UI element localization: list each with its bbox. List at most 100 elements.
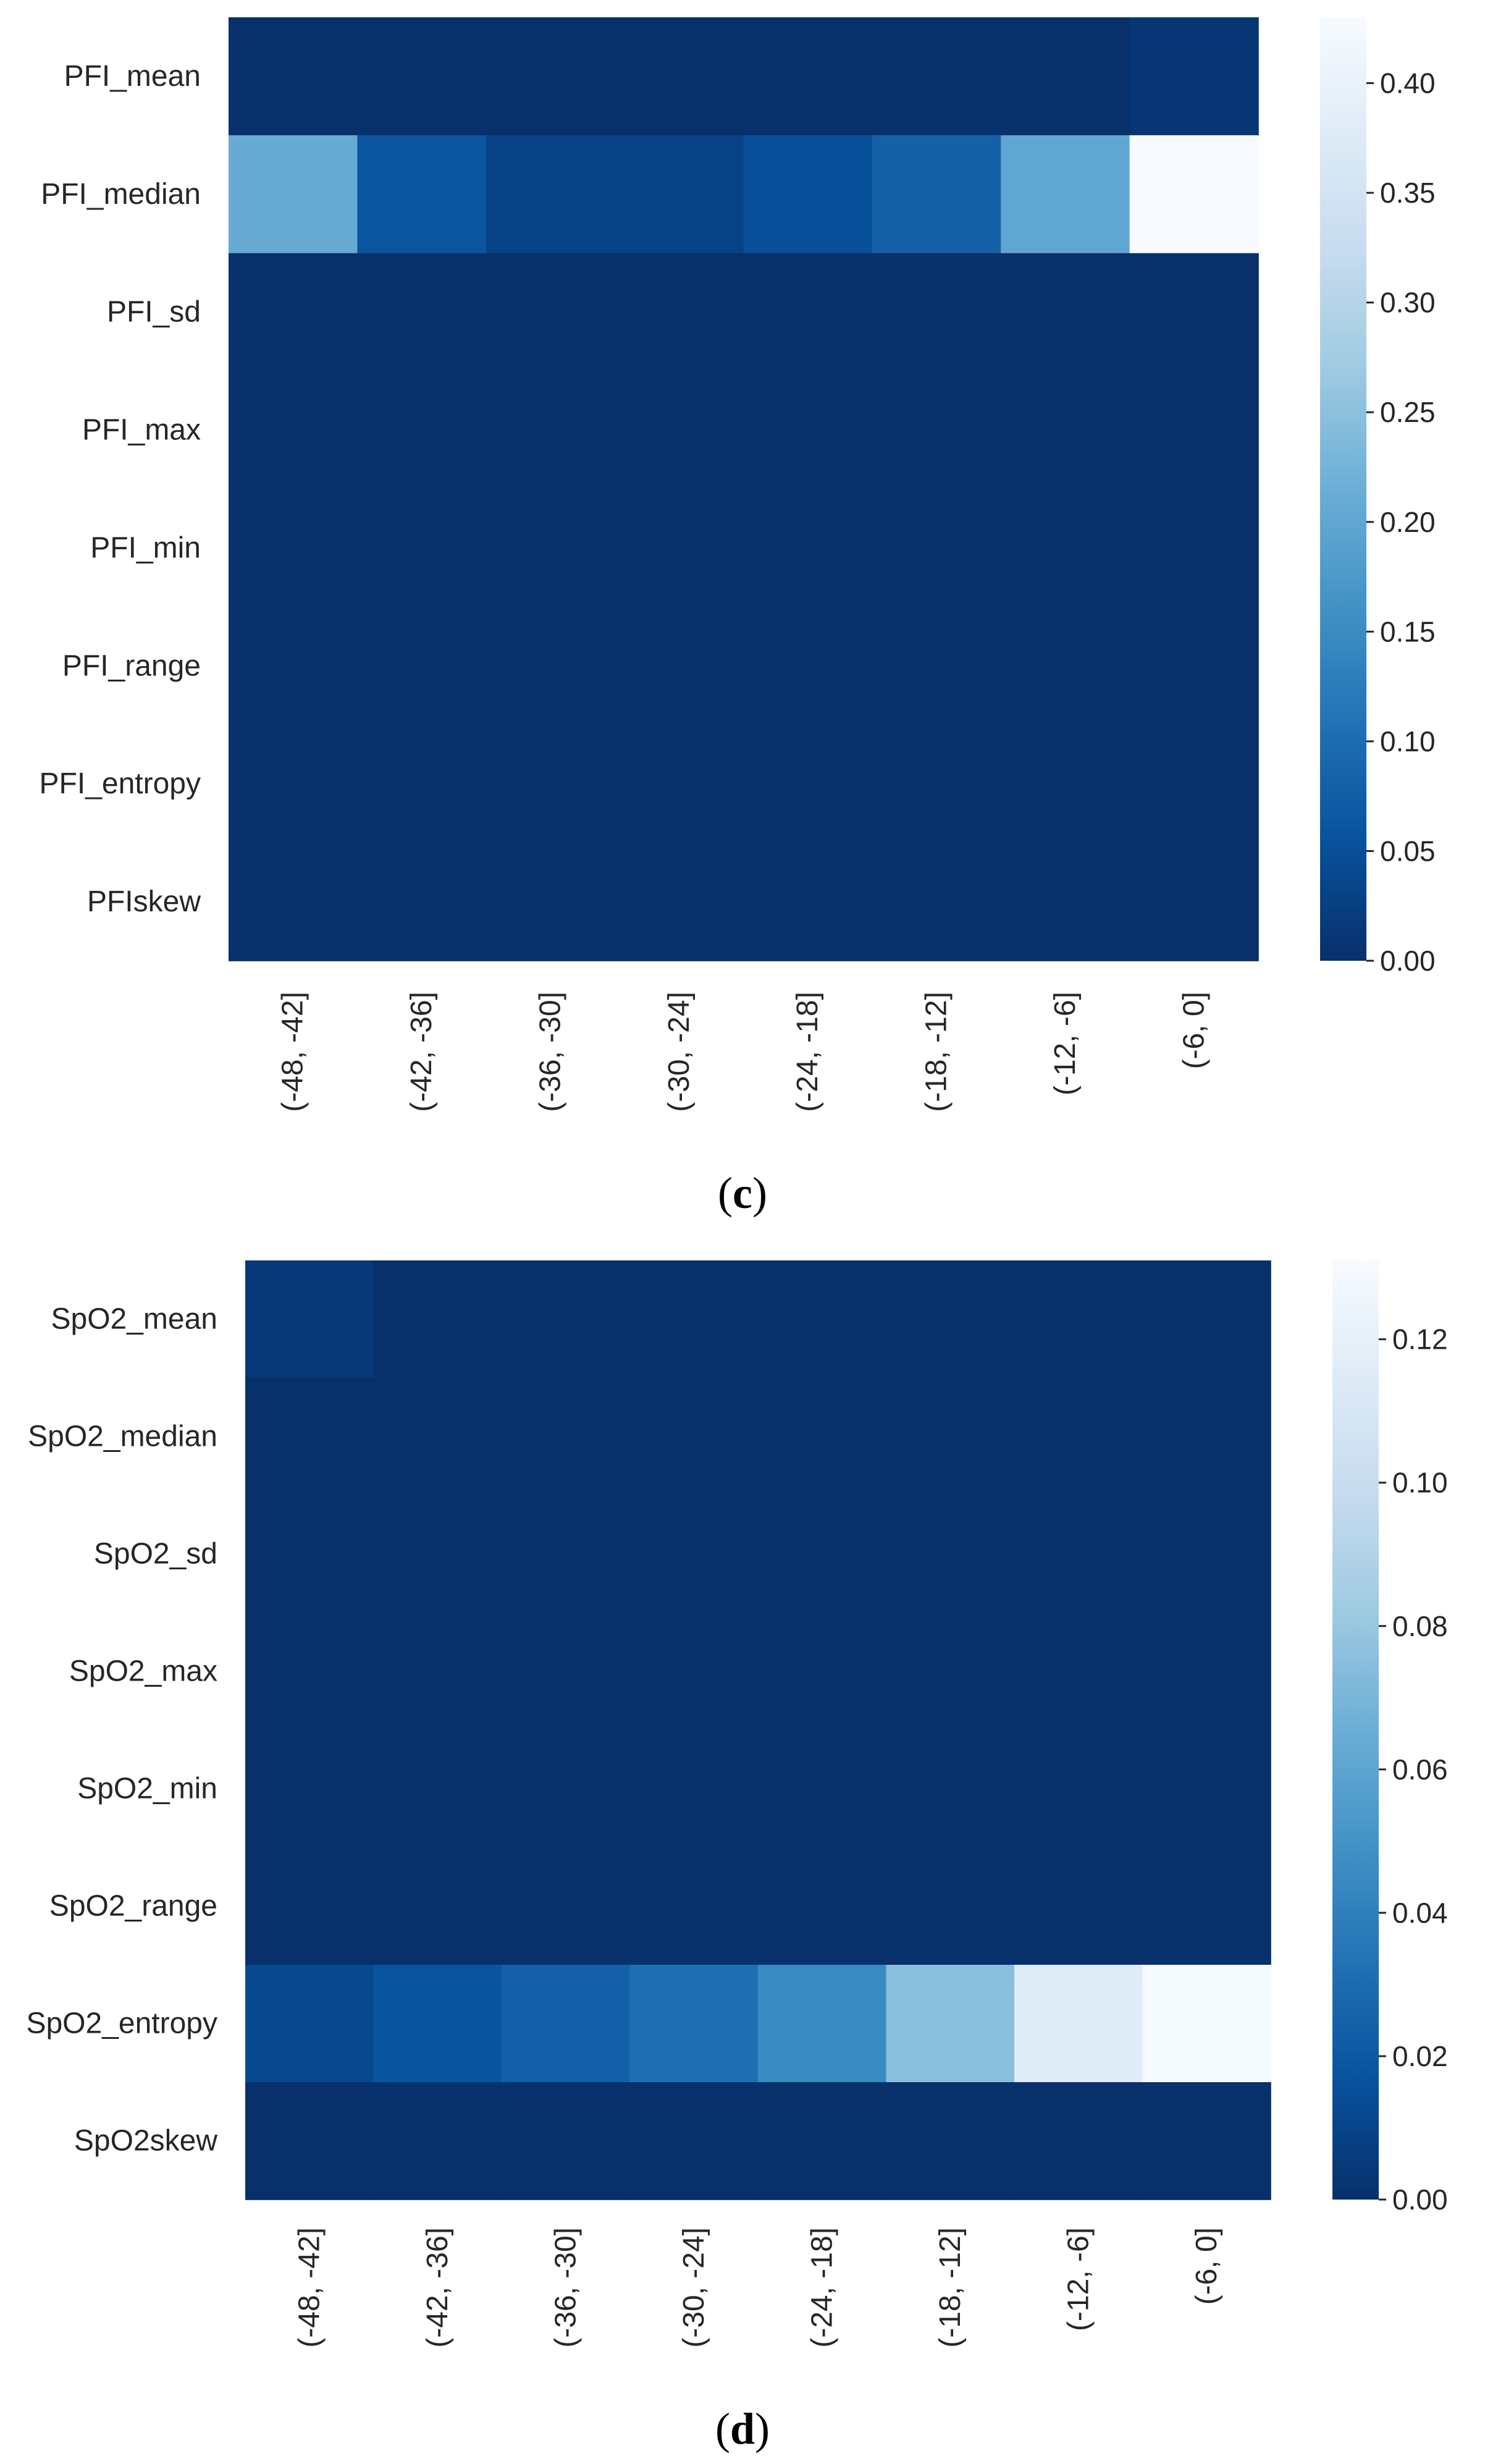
heatmap-cell — [629, 1495, 759, 1613]
heatmap-cell — [373, 1730, 502, 1848]
heatmap-cell — [373, 1260, 502, 1378]
heatmap-cell — [229, 607, 358, 726]
heatmap-cell — [743, 17, 873, 136]
colorbar — [1332, 1260, 1379, 2200]
heatmap-cell — [758, 1965, 887, 2083]
colorbar-tick-label: 0.08 — [1392, 1610, 1448, 1642]
heatmap-cell — [357, 135, 487, 254]
heatmap-cell — [229, 135, 358, 254]
heatmap-cell — [1001, 725, 1130, 843]
heatmap-cell — [486, 843, 615, 961]
heatmap-cell — [743, 135, 873, 254]
heatmap-cell — [486, 371, 615, 490]
heatmap-cell — [886, 2082, 1015, 2200]
heatmap-cell — [1129, 371, 1259, 490]
heatmap-cell — [758, 1847, 887, 1965]
heatmap-cell — [1001, 371, 1130, 490]
heatmap-cell — [357, 17, 487, 136]
heatmap-cell — [373, 1613, 502, 1731]
heatmap-cell — [886, 1847, 1015, 1965]
heatmap-cell — [872, 843, 1002, 961]
heatmap-cell — [615, 17, 744, 136]
heatmap-cell — [486, 607, 615, 726]
heatmap-cell — [615, 607, 744, 726]
heatmap-cell — [373, 1495, 502, 1613]
heatmap-cell — [1001, 135, 1130, 254]
colorbar-tick-label: 0.25 — [1380, 396, 1436, 428]
heatmap-cell — [743, 253, 873, 372]
column-label: (-12, -6] — [1049, 992, 1082, 1095]
heatmap-cell — [1142, 1730, 1271, 1848]
column-label: (-42, -36] — [405, 992, 438, 1112]
row-label: PFI_median — [41, 178, 201, 211]
heatmap-cell — [229, 371, 358, 490]
heatmap-panel-c: PFI_mean PFI_median PFI_sd PFI_max PFI_min PF… — [40, 17, 1436, 1218]
row-label: SpO2_mean — [51, 1303, 217, 1336]
column-label: (-30, -24] — [663, 992, 696, 1112]
row-label: SpO2_max — [69, 1655, 217, 1688]
colorbar-tick-label: 0.00 — [1380, 945, 1436, 977]
heatmap-cell — [872, 135, 1002, 254]
heatmap-cell — [629, 1730, 759, 1848]
colorbar-tick-label: 0.00 — [1392, 2183, 1448, 2216]
heatmap-cell — [758, 1495, 887, 1613]
heatmap-cell — [486, 253, 615, 372]
heatmap-cell — [629, 2082, 759, 2200]
colorbar-tick-label: 0.02 — [1392, 2040, 1448, 2072]
heatmap-cell — [1129, 489, 1259, 608]
row-label: PFI_min — [90, 531, 201, 564]
heatmap-cell — [1142, 1613, 1271, 1731]
heatmap-cell — [502, 1378, 631, 1496]
heatmap-cell — [245, 1613, 374, 1731]
column-label: (-36, -30] — [549, 2227, 582, 2348]
heatmap-cell — [743, 843, 873, 961]
row-label: SpO2_min — [77, 1773, 217, 1805]
heatmap-panel-d: SpO2_mean SpO2_median SpO2_sd SpO2_max SpO2_… — [26, 1260, 1448, 2453]
heatmap-cell — [502, 1495, 631, 1613]
heatmap-cell — [1014, 1730, 1143, 1848]
heatmap-cell — [486, 17, 615, 136]
row-label: PFI_max — [82, 414, 201, 447]
heatmap-cell — [886, 1730, 1015, 1848]
colorbar-tick-label: 0.20 — [1380, 506, 1436, 538]
colorbar-tick-label: 0.04 — [1392, 1897, 1448, 1929]
heatmap-cell — [886, 1260, 1015, 1378]
heatmap-cell — [615, 843, 744, 961]
heatmap-cell — [1129, 843, 1259, 961]
heatmap-cell — [245, 1378, 374, 1496]
heatmap-cell — [629, 1965, 759, 2083]
heatmap-cell — [1001, 843, 1130, 961]
heatmap-cell — [758, 1730, 887, 1848]
heatmap-cell — [245, 1495, 374, 1613]
column-label: (-24, -18] — [806, 2227, 838, 2348]
heatmap-cell — [229, 725, 358, 843]
heatmap-cell — [1001, 489, 1130, 608]
colorbar-ticks: 0.00 0.05 0.10 0.15 0.20 0.25 0.30 0.35 0.40 — [1366, 67, 1436, 977]
heatmap-cell — [1001, 253, 1130, 372]
heatmap-cell — [1142, 1965, 1271, 2083]
column-label: (-6, 0] — [1177, 992, 1210, 1069]
heatmap-cell — [373, 2082, 502, 2200]
column-label: (-6, 0] — [1190, 2227, 1223, 2305]
heatmap-cell — [1014, 1378, 1143, 1496]
heatmap-cell — [229, 17, 358, 136]
row-label: PFI_sd — [107, 296, 201, 329]
row-label: PFI_mean — [64, 60, 201, 93]
heatmap-cell — [1014, 2082, 1143, 2200]
heatmap-cell — [1014, 1613, 1143, 1731]
heatmap-cell — [357, 371, 487, 490]
heatmap-cell — [629, 1613, 759, 1731]
heatmap-cell — [615, 371, 744, 490]
heatmap-cell — [1129, 135, 1259, 254]
heatmap-cell — [743, 607, 873, 726]
heatmap-cell — [1129, 607, 1259, 726]
heatmap-cell — [1014, 1495, 1143, 1613]
row-label: SpO2skew — [74, 2125, 217, 2158]
column-label: (-36, -30] — [534, 992, 566, 1112]
colorbar-tick-label: 0.05 — [1380, 835, 1436, 867]
heatmap-cell — [373, 1965, 502, 2083]
colorbar-tick-label: 0.35 — [1380, 177, 1436, 209]
heatmap-cell — [1142, 1260, 1271, 1378]
heatmap-cell — [245, 2082, 374, 2200]
heatmap-cell — [502, 2082, 631, 2200]
